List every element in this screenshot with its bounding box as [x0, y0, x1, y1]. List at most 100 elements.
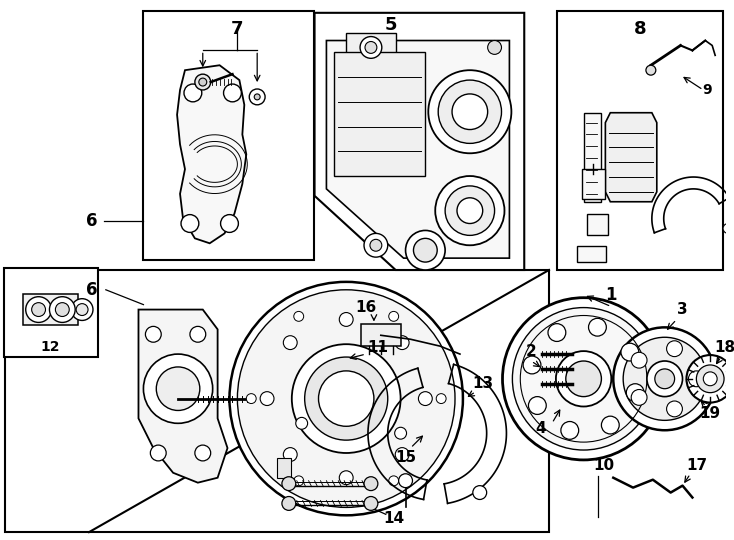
- Circle shape: [413, 238, 437, 262]
- Circle shape: [631, 352, 647, 368]
- Circle shape: [150, 445, 166, 461]
- Bar: [4, 268, 98, 357]
- Circle shape: [76, 303, 88, 315]
- Circle shape: [389, 312, 399, 321]
- Bar: [577, 246, 606, 262]
- Text: 18: 18: [714, 340, 734, 355]
- Circle shape: [621, 343, 639, 361]
- Circle shape: [339, 313, 353, 326]
- Circle shape: [190, 326, 206, 342]
- Circle shape: [305, 357, 388, 440]
- Text: 11: 11: [367, 340, 388, 355]
- Circle shape: [282, 496, 296, 510]
- Circle shape: [686, 355, 734, 402]
- Text: 16: 16: [355, 300, 377, 315]
- Polygon shape: [606, 113, 657, 202]
- Text: 9: 9: [702, 83, 712, 97]
- Circle shape: [283, 336, 297, 349]
- Circle shape: [703, 372, 717, 386]
- Circle shape: [199, 78, 207, 86]
- Circle shape: [445, 186, 495, 235]
- Circle shape: [195, 445, 211, 461]
- Text: 3: 3: [677, 302, 688, 317]
- Text: 15: 15: [395, 450, 416, 465]
- Text: 7: 7: [230, 19, 243, 38]
- Circle shape: [436, 394, 446, 403]
- Text: 8: 8: [633, 19, 647, 38]
- Circle shape: [181, 214, 199, 232]
- Text: 17: 17: [687, 458, 708, 474]
- Circle shape: [561, 422, 578, 440]
- Circle shape: [49, 296, 75, 322]
- Circle shape: [247, 394, 256, 403]
- Circle shape: [395, 427, 407, 439]
- Circle shape: [364, 496, 378, 510]
- Circle shape: [250, 89, 265, 105]
- Circle shape: [399, 474, 413, 488]
- Bar: [346, 32, 396, 62]
- Circle shape: [55, 302, 69, 316]
- Text: 14: 14: [383, 511, 404, 526]
- Circle shape: [365, 42, 377, 53]
- Circle shape: [452, 94, 487, 130]
- Circle shape: [626, 384, 644, 402]
- Text: 13: 13: [472, 376, 493, 392]
- Circle shape: [156, 367, 200, 410]
- Circle shape: [435, 176, 504, 245]
- Circle shape: [237, 290, 455, 508]
- Circle shape: [26, 296, 51, 322]
- Circle shape: [503, 298, 665, 460]
- Polygon shape: [5, 270, 549, 532]
- Text: 12: 12: [40, 340, 60, 354]
- Circle shape: [688, 371, 705, 387]
- Circle shape: [143, 354, 213, 423]
- Circle shape: [697, 365, 724, 393]
- Circle shape: [224, 84, 241, 102]
- Circle shape: [623, 338, 706, 420]
- Circle shape: [566, 361, 601, 396]
- Circle shape: [221, 214, 239, 232]
- Circle shape: [292, 344, 401, 453]
- Text: 2: 2: [526, 343, 537, 359]
- Circle shape: [647, 361, 683, 396]
- Circle shape: [319, 371, 374, 426]
- Circle shape: [556, 351, 611, 407]
- Circle shape: [32, 302, 46, 316]
- Circle shape: [723, 224, 733, 233]
- Polygon shape: [177, 65, 247, 244]
- Circle shape: [646, 65, 655, 75]
- Circle shape: [282, 477, 296, 490]
- Bar: [584, 113, 601, 202]
- Bar: [143, 11, 313, 260]
- Circle shape: [666, 401, 683, 417]
- Circle shape: [655, 369, 675, 389]
- Circle shape: [260, 392, 274, 406]
- Circle shape: [395, 336, 409, 349]
- Circle shape: [548, 323, 566, 341]
- Circle shape: [71, 299, 93, 320]
- Bar: [586, 214, 608, 235]
- Circle shape: [283, 448, 297, 462]
- Circle shape: [487, 40, 501, 55]
- Circle shape: [339, 471, 353, 484]
- Circle shape: [360, 37, 382, 58]
- Text: 5: 5: [385, 16, 397, 33]
- Circle shape: [523, 356, 541, 374]
- Circle shape: [666, 341, 683, 356]
- Text: 6: 6: [86, 281, 98, 299]
- Circle shape: [429, 70, 512, 153]
- Circle shape: [389, 476, 399, 486]
- Circle shape: [230, 282, 463, 515]
- Circle shape: [438, 80, 501, 144]
- Circle shape: [631, 389, 647, 406]
- Circle shape: [370, 239, 382, 251]
- Bar: [557, 11, 723, 270]
- Text: 10: 10: [593, 458, 614, 474]
- Circle shape: [528, 396, 546, 414]
- Bar: [361, 325, 401, 346]
- Circle shape: [294, 476, 304, 486]
- Bar: [277, 458, 291, 478]
- Circle shape: [406, 231, 445, 270]
- Text: 4: 4: [536, 421, 546, 436]
- Circle shape: [294, 312, 304, 321]
